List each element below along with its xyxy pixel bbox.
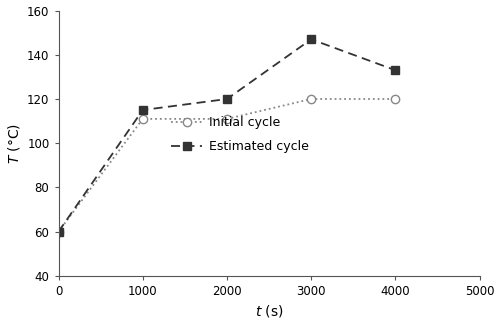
Y-axis label: $T$ (°C): $T$ (°C) [6,123,22,164]
Initial cycle [140,117,146,121]
Line: Estimated cycle: Estimated cycle [54,35,400,236]
Initial cycle [224,117,230,121]
Initial cycle [56,230,62,234]
Estimated cycle [140,108,146,112]
Legend: Initial cycle, Estimated cycle: Initial cycle, Estimated cycle [166,111,314,158]
Initial cycle [392,97,398,101]
Estimated cycle [224,97,230,101]
Estimated cycle [308,37,314,41]
X-axis label: $t$ (s): $t$ (s) [255,304,284,319]
Line: Initial cycle: Initial cycle [54,95,400,236]
Initial cycle [308,97,314,101]
Estimated cycle [392,68,398,72]
Estimated cycle [56,230,62,234]
